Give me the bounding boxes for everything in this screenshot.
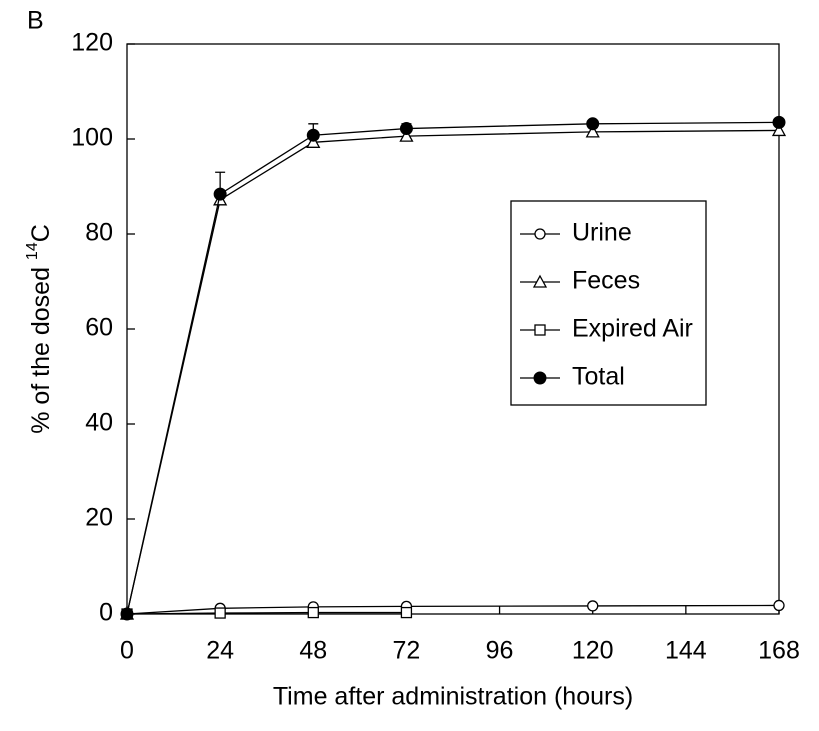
legend-label: Total — [572, 363, 625, 391]
data-point — [213, 187, 227, 201]
data-point — [587, 600, 599, 612]
data-point — [400, 606, 413, 619]
y-tick-label: 20 — [85, 504, 113, 532]
data-point — [586, 117, 600, 131]
data-point — [214, 607, 226, 619]
y-axis-label-sup: 14 — [24, 242, 41, 260]
legend-label: Urine — [572, 219, 632, 247]
data-point — [399, 128, 414, 142]
series-line — [126, 604, 780, 615]
data-point — [399, 122, 413, 136]
x-tick-label: 168 — [758, 637, 800, 665]
x-tick-label: 96 — [486, 637, 514, 665]
y-tick-label: 60 — [85, 314, 113, 342]
y-axis-label: % of the dosed 14C — [24, 224, 54, 434]
data-point — [306, 128, 320, 142]
x-axis-label: Time after administration (hours) — [273, 683, 633, 711]
data-point — [585, 124, 600, 138]
x-tick-label: 144 — [665, 637, 707, 665]
series-line — [126, 611, 407, 615]
data-point — [771, 123, 787, 137]
legend-marker — [534, 324, 546, 336]
data-point — [773, 599, 785, 612]
y-axis-label-text: % of the dosed — [27, 260, 55, 434]
legend-marker — [533, 371, 547, 385]
series-line — [126, 121, 780, 615]
data-point — [307, 606, 319, 619]
data-point — [306, 134, 321, 148]
legend-marker — [532, 274, 548, 288]
x-tick-label: 72 — [393, 637, 421, 665]
legend-label: Expired Air — [572, 315, 693, 343]
y-tick-label: 0 — [99, 599, 113, 627]
legend-marker — [534, 228, 546, 240]
data-point — [772, 115, 786, 129]
series-line — [126, 129, 780, 615]
legend-label: Feces — [572, 267, 640, 295]
data-point — [120, 607, 134, 621]
y-tick-label: 120 — [71, 29, 113, 57]
x-tick-label: 120 — [572, 637, 614, 665]
x-tick-label: 48 — [299, 637, 327, 665]
panel-label: B — [27, 7, 44, 35]
x-tick-label: 24 — [206, 637, 234, 665]
y-axis-label-suffix: C — [27, 224, 55, 242]
y-tick-label: 40 — [85, 409, 113, 437]
y-tick-label: 80 — [85, 219, 113, 247]
y-tick-label: 100 — [71, 124, 113, 152]
x-tick-label: 0 — [120, 637, 134, 665]
